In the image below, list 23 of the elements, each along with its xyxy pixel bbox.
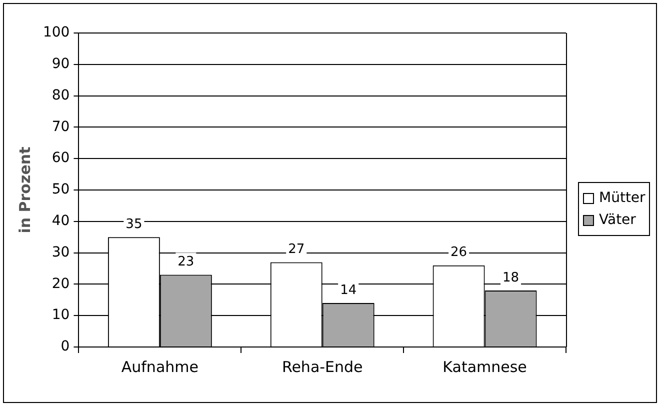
y-tick-label: 100 xyxy=(42,24,70,41)
y-tick-label: 30 xyxy=(52,244,70,260)
y-tick-label: 20 xyxy=(52,276,70,292)
data-label: 14 xyxy=(340,282,357,298)
data-label: 27 xyxy=(288,242,305,258)
y-tick-label: 10 xyxy=(52,307,70,324)
y-tick-label: 80 xyxy=(52,87,70,104)
x-tick-label: Aufnahme xyxy=(121,358,198,376)
data-label: 35 xyxy=(126,216,142,232)
y-tick-label: 40 xyxy=(52,213,70,230)
y-tick-label: 50 xyxy=(52,182,70,198)
legend-label: Väter xyxy=(599,211,636,230)
text: Mütter xyxy=(599,189,646,208)
data-label: 18 xyxy=(502,270,520,286)
data-label: 26 xyxy=(450,245,468,260)
data-label: 23 xyxy=(178,254,194,270)
y-tick-label: 90 xyxy=(52,56,70,72)
y-tick-label: 70 xyxy=(52,118,70,135)
y-tick-label: 60 xyxy=(52,150,70,166)
x-tick-label: Reha-Ende xyxy=(282,358,363,376)
y-axis-title: in Prozent xyxy=(16,146,34,234)
y-tick-label: 0 xyxy=(60,338,70,355)
x-tick-label: Katamnese xyxy=(442,358,527,376)
